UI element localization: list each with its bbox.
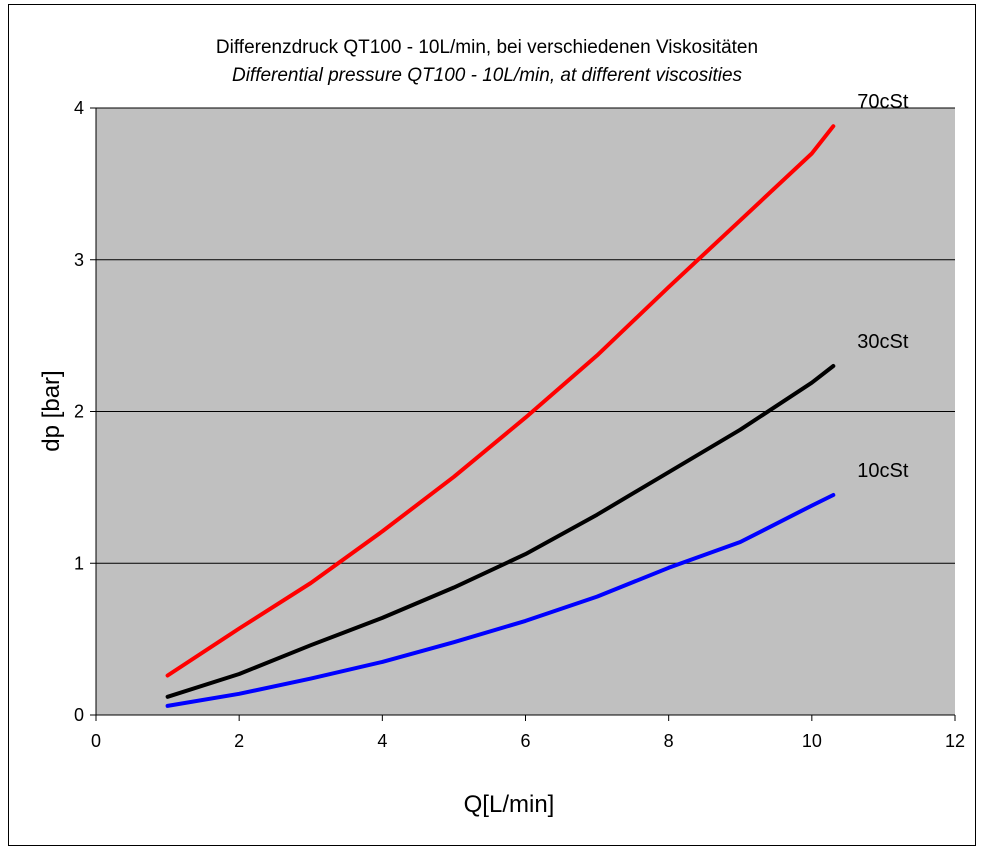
x-tick-label: 10	[802, 731, 822, 751]
y-tick-label: 1	[74, 553, 84, 573]
x-tick-label: 8	[664, 731, 674, 751]
chart-subtitle: Differential pressure QT100 - 10L/min, a…	[232, 65, 743, 86]
y-axis-label: dp [bar]	[38, 370, 65, 451]
x-tick-label: 2	[234, 731, 244, 751]
x-tick-label: 0	[91, 731, 101, 751]
series-line-30cst	[165, 364, 836, 699]
y-tick-label: 3	[74, 250, 84, 270]
series-label-70cst: 70cSt	[857, 91, 909, 113]
y-tick-label: 2	[74, 402, 84, 422]
chart-frame: Differenzdruck QT100 - 10L/min, bei vers…	[8, 4, 976, 846]
x-axis-label: Q[L/min]	[464, 791, 555, 818]
chart-svg: Differenzdruck QT100 - 10L/min, bei vers…	[38, 37, 965, 818]
x-tick-label: 4	[377, 731, 387, 751]
y-tick-label: 4	[74, 98, 84, 118]
series-label-30cst: 30cSt	[857, 331, 909, 353]
y-tick-label: 0	[74, 705, 84, 725]
series-line-70cst	[165, 124, 836, 678]
chart-title: Differenzdruck QT100 - 10L/min, bei vers…	[216, 37, 758, 58]
x-tick-label: 12	[945, 731, 965, 751]
x-tick-label: 6	[520, 731, 530, 751]
series-line-10cst	[165, 493, 836, 708]
series-label-10cst: 10cSt	[857, 460, 909, 482]
